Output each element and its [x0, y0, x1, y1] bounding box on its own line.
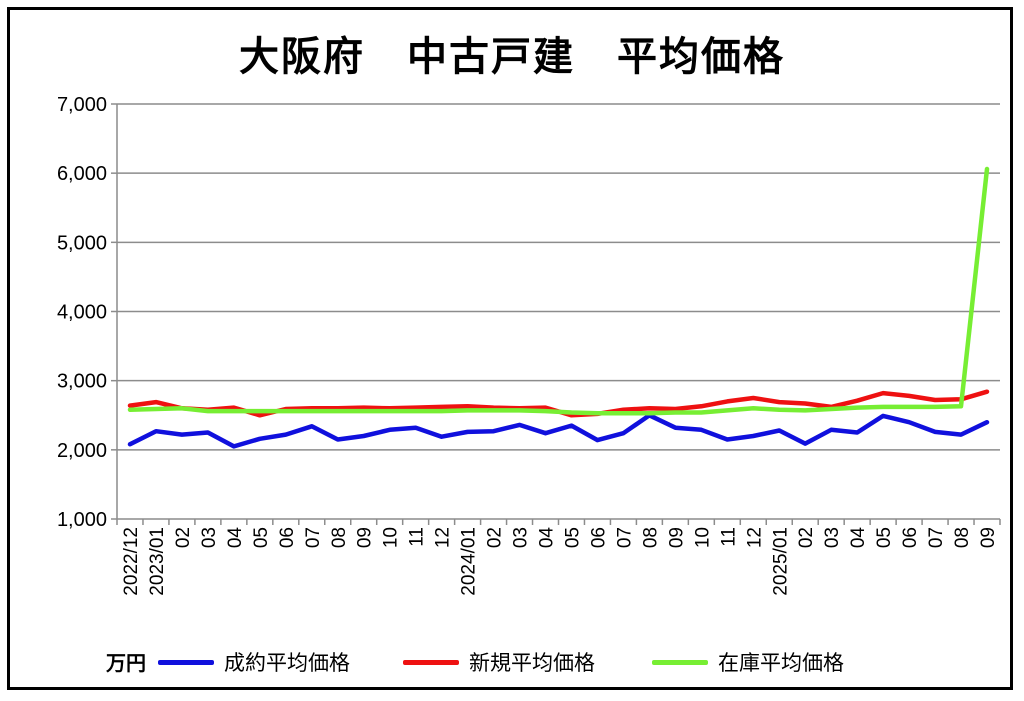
unit-label: 万円 — [106, 651, 146, 675]
x-tick-label: 08 — [952, 527, 973, 548]
x-tick-label: 06 — [588, 527, 609, 548]
y-tick-label: 5,000 — [57, 232, 107, 254]
series-line-contract — [127, 413, 990, 449]
x-tick-label: 12 — [433, 527, 454, 548]
y-tick-label: 7,000 — [57, 94, 107, 116]
x-tick-label: 11 — [407, 527, 428, 547]
y-tick-label: 2,000 — [57, 440, 107, 462]
y-tick-label: 1,000 — [57, 509, 107, 531]
x-tick-label: 07 — [614, 527, 635, 548]
x-tick-label: 09 — [355, 527, 376, 548]
x-tick-label: 10 — [692, 527, 713, 548]
chart-title: 大阪府 中古戸建 平均価格 — [239, 34, 785, 80]
x-tick-label: 02 — [485, 527, 506, 548]
legend-label: 新規平均価格 — [469, 651, 595, 675]
x-tick-label: 03 — [511, 527, 532, 548]
x-tick-label: 02 — [796, 527, 817, 548]
x-tick-label: 06 — [900, 527, 921, 548]
x-tick-label: 05 — [874, 527, 895, 548]
x-tick-label: 04 — [848, 527, 869, 549]
x-tick-label: 05 — [251, 527, 272, 548]
legend: 万円 成約平均価格 新規平均価格 在庫平均価格 — [0, 644, 1024, 678]
x-tick-label: 08 — [329, 527, 350, 548]
x-tick-label: 2023/01 — [147, 527, 168, 596]
legend-swatch — [652, 660, 708, 665]
x-tick-label: 06 — [277, 527, 298, 548]
x-tick-label: 03 — [199, 527, 220, 548]
legend-label: 在庫平均価格 — [718, 651, 844, 675]
x-tick-label: 2025/01 — [770, 527, 791, 596]
x-tick-label: 11 — [718, 527, 739, 547]
x-tick-label: 04 — [537, 527, 558, 549]
y-tick-label: 6,000 — [57, 163, 107, 185]
y-tick-label: 4,000 — [57, 302, 107, 324]
y-axis-ticks: 1,000 2,000 3,000 4,000 5,000 6,000 7,000 — [57, 94, 107, 531]
x-tick-label: 09 — [978, 527, 999, 548]
x-axis-ticks: 2022/12 2023/01 02 03 04 05 06 07 08 09 10 11 12 2024… — [121, 527, 999, 596]
x-tick-label: 10 — [381, 527, 402, 548]
gridlines — [117, 103, 1000, 451]
x-tick-label: 2022/12 — [121, 527, 142, 596]
x-tick-label: 08 — [640, 527, 661, 548]
x-tick-label: 09 — [666, 527, 687, 548]
legend-swatch — [403, 660, 459, 665]
series-line-stock — [127, 166, 990, 416]
x-tick-label: 02 — [173, 527, 194, 548]
x-tick-label: 07 — [926, 527, 947, 548]
axes — [111, 103, 1001, 525]
legend-swatch — [158, 660, 214, 665]
x-tick-label: 05 — [562, 527, 583, 548]
chart-frame — [7, 7, 1013, 690]
series-lines — [127, 166, 990, 449]
x-tick-label: 03 — [822, 527, 843, 548]
x-tick-label: 12 — [744, 527, 765, 548]
x-tick-label: 04 — [225, 527, 246, 549]
x-tick-label: 2024/01 — [459, 527, 480, 596]
legend-label: 成約平均価格 — [224, 651, 350, 675]
y-tick-label: 3,000 — [57, 371, 107, 393]
x-tick-label: 07 — [303, 527, 324, 548]
